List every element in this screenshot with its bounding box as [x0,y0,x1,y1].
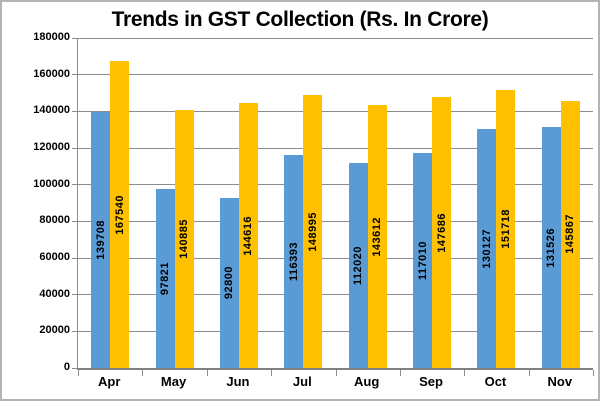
bar-data-label: 148995 [306,211,319,252]
x-axis-labels: Apr May Jun Jul Aug Sep Oct Nov [77,374,592,389]
x-axis-tick [464,370,466,376]
bar-data-label: 97821 [159,261,172,295]
bar-data-label: 167540 [113,194,126,235]
y-axis-tick-label: 160000 [33,67,70,80]
x-axis-category-label: Apr [97,374,121,389]
x-axis-category-label: Oct [484,374,507,389]
bar-group-nov: 131526 145867 [529,38,593,368]
bar-group-apr: 139708 167540 [78,38,142,368]
bar-data-label: 117010 [416,241,429,281]
gridline [78,294,593,296]
x-axis-category-label: Nov [547,374,573,389]
bar-series-gold-apr: 167540 [110,60,130,368]
bar-series-blue-oct: 130127 [477,129,497,368]
bar-group-aug: 112020 143612 [336,38,400,368]
bar-data-label: 145867 [564,214,577,255]
bar-data-label: 92800 [223,266,236,300]
x-axis-tick [593,370,594,376]
x-axis-tick [399,370,401,376]
y-axis-tick-label: 100000 [33,177,70,190]
y-axis-tick-label: 120000 [33,141,70,153]
x-axis-tick [271,370,273,376]
y-axis-tick [72,367,78,369]
y-axis-tick-label: 0 [63,361,70,373]
bar-series-gold-aug: 143612 [367,104,387,368]
y-axis-tick [72,37,78,39]
bar-data-label: 140885 [178,219,191,259]
x-axis-tick [78,370,79,376]
x-axis-tick [142,370,144,376]
gridline [78,110,593,112]
gridline [78,220,593,222]
bar-data-label: 116393 [287,241,300,281]
x-axis-tick [528,370,530,376]
x-axis-category-label: May [160,374,187,389]
gridline [78,37,593,39]
bar-series-blue-apr: 139708 [91,111,111,368]
bar-series-blue-nov: 131526 [541,126,561,368]
plot-area: 139708 167540 97821 140885 92800 144616 116393… [72,37,594,376]
bar-series-gold-jul: 148995 [303,94,323,368]
bar-data-label: 151718 [499,209,512,249]
gridline [78,330,593,332]
gridline [78,257,593,259]
bar-series-blue-jun: 92800 [219,197,239,368]
x-axis-tick [206,370,208,376]
bar-series-gold-sep: 147686 [432,97,452,368]
y-axis-tick [72,220,78,222]
y-axis-tick [72,257,78,259]
y-axis-tick [72,330,78,332]
y-axis-tick [72,110,78,112]
chart-title: Trends in GST Collection (Rs. In Crore) [111,8,489,31]
y-axis-tick [72,294,78,296]
bar-group-jun: 92800 144616 [207,38,271,368]
bar-group-sep: 117010 147686 [400,38,464,368]
bar-series-blue-jul: 116393 [284,154,304,368]
x-axis-category-label: Sep [419,374,443,389]
bar-series-blue-aug: 112020 [348,162,368,368]
bar-group-may: 97821 140885 [142,38,206,368]
bar-series-gold-oct: 151718 [496,89,516,368]
y-axis-tick [72,74,78,76]
bar-series-gold-may: 140885 [174,109,194,368]
x-axis-tick [335,370,337,376]
bar-data-label: 112020 [352,245,365,285]
y-axis-tick-label: 80000 [39,214,70,227]
bar-data-label: 130127 [480,228,493,269]
y-axis-tick-label: 20000 [39,324,70,337]
bar-series-blue-sep: 117010 [413,153,433,368]
bar-data-label: 143612 [371,216,384,257]
bar-data-label: 144616 [242,215,255,256]
bar-group-oct: 130127 151718 [464,38,528,368]
bar-series-blue-may: 97821 [155,188,175,368]
x-axis-category-label: Jul [292,374,312,389]
gridline [78,184,593,186]
gridline [78,147,593,149]
bar-data-label: 147686 [435,212,448,253]
y-axis-tick-label: 140000 [33,104,70,117]
x-axis-category-label: Jun [226,374,250,389]
y-axis-tick-label: 180000 [33,31,70,43]
x-axis-category-label: Aug [354,374,380,389]
y-axis-tick-label: 40000 [39,287,70,300]
gridline [78,74,593,76]
bar-group-jul: 116393 148995 [271,38,335,368]
bar-data-label: 131526 [545,227,558,268]
bar-groups: 139708 167540 97821 140885 92800 144616 116393… [78,38,593,368]
bar-series-gold-jun: 144616 [238,102,258,368]
bar-data-label: 139708 [94,220,107,260]
y-axis-tick [72,184,78,186]
y-axis-tick [72,147,78,149]
bar-series-gold-nov: 145867 [560,100,580,368]
y-axis-tick-label: 60000 [39,251,70,263]
